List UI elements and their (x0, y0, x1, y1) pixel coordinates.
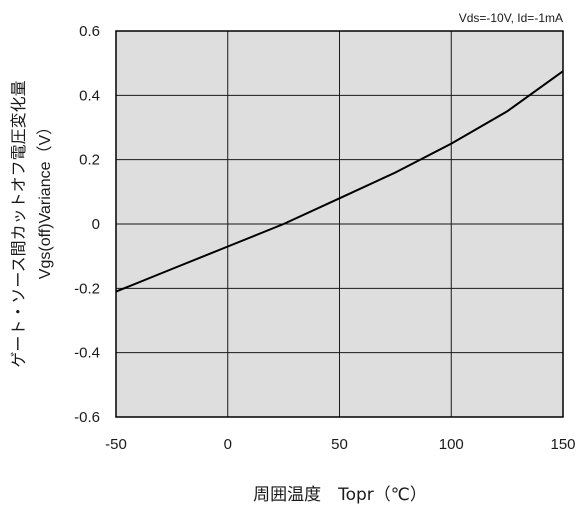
y-tick-label: 0.4 (79, 87, 100, 104)
x-tick-labels: -50 0 50 100 150 (105, 436, 575, 453)
grid-lines (116, 31, 563, 417)
y-tick-label: -0.2 (74, 280, 100, 297)
x-tick-label: 100 (439, 436, 464, 453)
series-line (115, 70, 564, 293)
y-tick-labels: 0.6 0.4 0.2 0 -0.2 -0.4 -0.6 (74, 23, 100, 426)
condition-annotation: Vds=-10V, Id=-1mA (459, 11, 563, 25)
y-tick-label: 0.2 (79, 152, 100, 169)
y-axis-label-english: Vgs(off)Variance（V） (36, 119, 54, 279)
y-axis-label-japanese: ゲート・ソース間カットオフ電圧変化量 (9, 80, 28, 367)
x-tick-label: -50 (105, 436, 127, 453)
x-axis-label: 周囲温度 Topr（℃） (253, 485, 427, 505)
x-tick-label: 50 (331, 436, 348, 453)
y-tick-label: -0.4 (74, 345, 100, 362)
x-tick-label: 150 (550, 436, 575, 453)
plot-frame (115, 30, 564, 418)
x-tick-label: 0 (224, 436, 232, 453)
y-tick-label: 0 (92, 216, 100, 233)
y-tick-label: 0.6 (79, 23, 100, 40)
y-tick-label: -0.6 (74, 409, 100, 426)
